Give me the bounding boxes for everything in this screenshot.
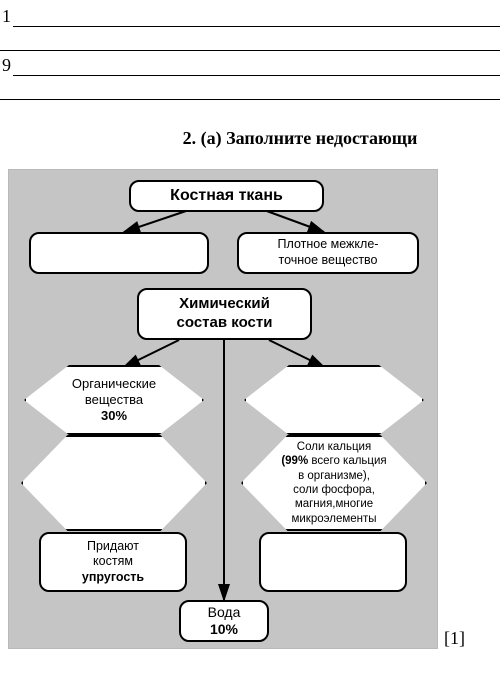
node-label-l1: Соли кальция xyxy=(297,440,371,454)
node-water: Вода 10% xyxy=(179,600,269,642)
node-label-l6: микроэлементы xyxy=(291,512,376,526)
node-elasticity: Придают костям упругость xyxy=(39,532,187,592)
fill-line-blank xyxy=(0,31,500,51)
node-empty-left-hex xyxy=(21,435,207,531)
node-label-l1: Органические xyxy=(72,376,156,392)
node-label-l3: упругость xyxy=(82,570,144,586)
node-label-l4: соли фосфора, xyxy=(293,483,375,497)
line-number-1: 1 xyxy=(0,6,13,27)
node-bone-tissue: Костная ткань xyxy=(129,180,324,212)
node-empty-right-hex xyxy=(244,365,424,435)
node-empty-top-left xyxy=(29,232,209,274)
node-label-l2: 10% xyxy=(210,621,238,639)
node-label: Костная ткань xyxy=(170,186,283,206)
node-label-l1: Плотное межкле- xyxy=(278,237,379,253)
node-label-l2: состав кости xyxy=(177,314,273,333)
underline xyxy=(13,56,500,76)
node-dense-intercellular: Плотное межкле- точное вещество xyxy=(237,232,419,274)
fill-in-lines: 1 9 xyxy=(0,0,500,100)
fill-line-1: 1 xyxy=(0,6,500,27)
fill-line-blank-2 xyxy=(0,80,500,100)
bone-tissue-diagram: Костная ткань Плотное межкле- точное вещ… xyxy=(8,169,438,649)
line-number-9: 9 xyxy=(0,55,13,76)
node-label-l3: 30% xyxy=(101,408,127,424)
fill-line-9: 9 xyxy=(0,55,500,76)
node-label-l3: в организме), xyxy=(298,469,370,483)
node-label-l2: точное вещество xyxy=(278,253,377,269)
node-label-l5: магния,многие xyxy=(295,497,373,511)
node-label-l2: костям xyxy=(93,554,133,570)
node-label-l1: Придают xyxy=(87,539,139,555)
underline xyxy=(0,80,500,100)
node-label-l1: Вода xyxy=(208,604,241,622)
node-label-l2: (99% всего кальция xyxy=(281,454,386,468)
node-calcium-salts: Соли кальция (99% всего кальция в органи… xyxy=(241,435,427,531)
node-label-l1: Химический xyxy=(179,295,270,314)
task-heading: 2. (a) Заполните недостающи xyxy=(100,128,500,149)
reference-number: [1] xyxy=(438,628,465,649)
underline xyxy=(13,7,500,27)
node-chemical-composition: Химический состав кости xyxy=(137,288,312,340)
node-empty-right-box xyxy=(259,532,407,592)
underline xyxy=(0,31,500,51)
node-organic-substances: Органические вещества 30% xyxy=(24,365,204,435)
node-label-l2: вещества xyxy=(85,392,143,408)
